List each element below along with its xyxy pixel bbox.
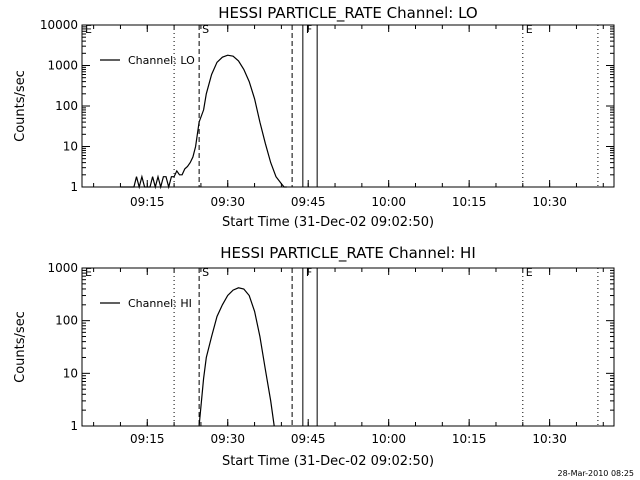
chart-title: HESSI PARTICLE_RATE Channel: HI: [220, 244, 476, 263]
y-tick-label: 10: [63, 366, 78, 380]
legend-label: Channel: HI: [128, 297, 192, 310]
time-marker-label: F: [306, 23, 312, 36]
legend-label: Channel: LO: [128, 54, 195, 67]
y-tick-label: 10000: [40, 18, 78, 32]
y-tick-label: 10: [63, 140, 78, 154]
x-tick-label: 09:15: [130, 195, 165, 209]
x-tick-label: 10:15: [452, 432, 487, 446]
footer-timestamp: 28-Mar-2010 08:25: [557, 469, 635, 478]
x-tick-label: 09:45: [291, 432, 326, 446]
plot-frame: [81, 267, 615, 427]
y-tick-label: 1: [70, 180, 78, 194]
chart-title: HESSI PARTICLE_RATE Channel: LO: [218, 4, 477, 23]
x-tick-label: 09:45: [291, 195, 326, 209]
plot-frame: [81, 24, 615, 188]
time-marker-label: E: [526, 23, 533, 36]
chart-panel-hi: HESSI PARTICLE_RATE Channel: HI 1 10 100 100…: [13, 244, 615, 469]
x-tick-label: 10:00: [371, 195, 406, 209]
y-tick-label: 100: [55, 314, 78, 328]
x-axis-label: Start Time (31-Dec-02 09:02:50): [222, 215, 434, 230]
time-marker-label: E: [526, 266, 533, 279]
y-tick-label: 100: [55, 99, 78, 113]
chart-panel-lo: HESSI PARTICLE_RATE Channel: LO 1 10 100 100…: [13, 4, 615, 230]
x-tick-label: 10:30: [532, 195, 567, 209]
x-tick-label: 09:15: [130, 432, 165, 446]
y-axis-label: Counts/sec: [13, 70, 28, 142]
x-tick-label: 10:15: [452, 195, 487, 209]
series-line: [198, 287, 275, 427]
y-tick-label: 1000: [47, 261, 78, 275]
x-tick-label: 10:30: [532, 432, 567, 446]
y-axis-label: Counts/sec: [13, 311, 28, 383]
time-marker-label: S: [202, 23, 209, 36]
x-tick-label: 09:30: [210, 432, 245, 446]
x-tick-label: 10:00: [371, 432, 406, 446]
time-marker-label: F: [306, 266, 312, 279]
series-line: [120, 54, 287, 190]
y-tick-label: 1000: [47, 59, 78, 73]
time-marker-label: E: [85, 266, 92, 279]
x-tick-label: 09:30: [210, 195, 245, 209]
time-marker-label: E: [85, 23, 92, 36]
time-marker-label: S: [202, 266, 209, 279]
x-axis-label: Start Time (31-Dec-02 09:02:50): [222, 454, 434, 469]
y-tick-label: 1: [70, 419, 78, 433]
